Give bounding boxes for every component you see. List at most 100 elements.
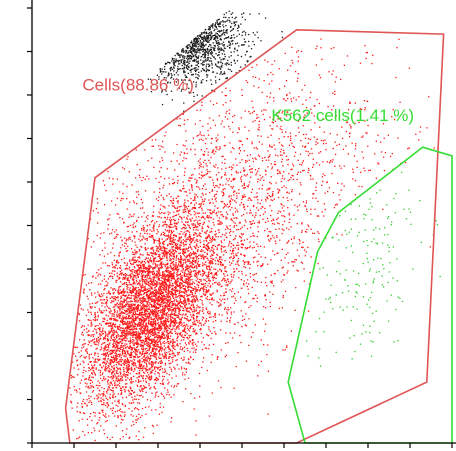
cells-core-event [176, 247, 178, 249]
cells-core-event [163, 322, 165, 324]
cells-core-event [157, 322, 160, 324]
cells-core-event [102, 365, 105, 367]
cells-core-event [94, 412, 96, 414]
cells-core-event [199, 254, 201, 256]
cells-core-event [119, 271, 122, 273]
cells-core-event [186, 279, 188, 281]
cells-core-event [150, 286, 152, 288]
debris-event [215, 82, 217, 84]
cells-core-event [171, 205, 174, 207]
cells-core-event [123, 274, 125, 276]
debris-event [214, 34, 217, 36]
debris-event [221, 43, 223, 45]
cells-core-event [99, 377, 102, 380]
cells-core-event [181, 285, 184, 287]
cells-core-event [197, 312, 199, 314]
cells-core-event [173, 297, 175, 299]
cells-core-event [173, 253, 175, 255]
debris-event [161, 91, 163, 93]
cells-core-event [136, 305, 138, 307]
cells-core-event [153, 241, 155, 243]
cells-core-event [149, 292, 152, 295]
cells-core-event [191, 283, 193, 285]
cells-core-event [138, 332, 140, 334]
cells-core-event [158, 300, 160, 303]
cells-core-event [209, 236, 211, 238]
cells-core-event [145, 319, 147, 322]
cells-core-event [147, 261, 149, 263]
cells-core-event [99, 374, 102, 376]
debris-event [238, 26, 240, 28]
cells-core-event [95, 384, 98, 386]
cells-core-event [147, 317, 149, 319]
cells-core-event [122, 330, 124, 332]
cells-core-event [188, 334, 190, 337]
debris-event [183, 55, 185, 57]
cells-core-event [161, 252, 163, 254]
cells-core-event [122, 278, 124, 280]
cells-core-event [195, 315, 198, 318]
cells-core-event [196, 304, 198, 306]
cells-core-event [209, 286, 211, 288]
cells-core-event [244, 324, 246, 326]
cells-core-event [91, 403, 93, 405]
cells-core-event [191, 290, 193, 292]
cells-core-event [142, 365, 144, 367]
cells-core-event [158, 317, 160, 319]
cells-core-event [132, 421, 134, 423]
cells-core-event [159, 353, 161, 355]
cells-core-event [128, 320, 130, 323]
cells-core-event [183, 281, 185, 283]
cells-core-event [148, 383, 150, 385]
cells-core-event [142, 235, 144, 237]
cells-core-event [129, 436, 131, 438]
cells-core-event [137, 299, 139, 301]
cells-core-event [165, 314, 167, 317]
cells-core-event [175, 326, 178, 328]
cells-core-event [112, 356, 115, 359]
cells-core-event [170, 232, 173, 234]
cells-core-event [158, 278, 160, 280]
debris-event [236, 27, 239, 30]
cells-core-event [80, 350, 82, 352]
cells-core-event [206, 215, 209, 217]
cells-core-event [96, 302, 98, 304]
debris-event [260, 40, 262, 42]
cells-core-event [149, 252, 152, 254]
cells-core-event [118, 343, 120, 345]
cells-core-event [186, 333, 188, 335]
debris-event [190, 48, 193, 50]
cells-core-event [176, 283, 178, 286]
cells-core-event [149, 233, 151, 235]
cells-core-event [218, 171, 220, 174]
debris-event [195, 51, 197, 54]
cells-core-event [117, 306, 119, 309]
cells-core-event [160, 328, 162, 330]
cells-core-event [124, 321, 126, 323]
cells-core-event [177, 383, 180, 385]
cells-core-event [192, 250, 194, 253]
cells-core-event [103, 399, 105, 401]
cells-core-event [99, 309, 101, 312]
cells-core-event [159, 362, 162, 364]
debris-event [231, 43, 234, 45]
cells-core-event [97, 291, 99, 293]
cells-core-event [138, 413, 140, 415]
cells-core-event [119, 380, 121, 382]
cells-core-event [192, 317, 194, 319]
cells-core-event [153, 205, 155, 207]
cells-core-event [144, 298, 147, 301]
cells-core-event [86, 331, 88, 333]
cells-core-event [134, 333, 137, 336]
cells-core-event [135, 261, 138, 263]
cells-core-event [206, 237, 208, 239]
cells-core-event [112, 394, 114, 396]
debris-event [246, 51, 248, 53]
cells-core-event [132, 316, 134, 318]
cells-core-event [173, 268, 175, 270]
debris-event [241, 16, 244, 18]
debris-event [212, 71, 214, 73]
cells-core-event [205, 320, 207, 322]
cells-core-event [124, 309, 126, 311]
debris-event [183, 110, 185, 112]
